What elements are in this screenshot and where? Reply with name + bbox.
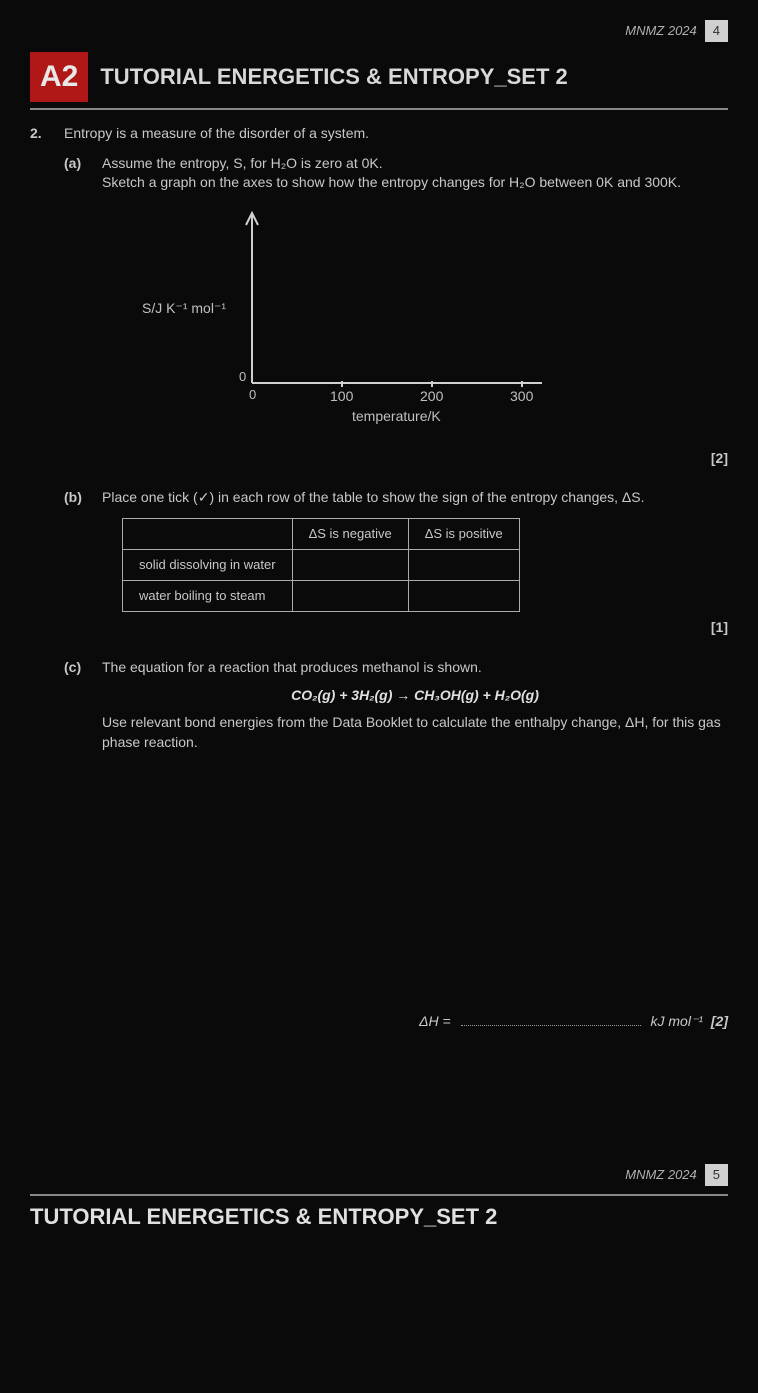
graph-xtick-300: 300 [510, 388, 534, 404]
year-label: MNMZ 2024 [625, 22, 697, 40]
part-c-label: (c) [64, 658, 88, 1032]
row-boiling-label: water boiling to steam [123, 581, 293, 612]
main-title: TUTORIAL ENERGETICS & ENTROPY_SET 2 [100, 62, 567, 93]
entropy-sign-table: ΔS is negative ΔS is positive solid diss… [122, 518, 520, 613]
part-a-marks: [2] [102, 449, 728, 469]
graph-xtick-200: 200 [420, 388, 444, 404]
graph-ylabel: S/J K⁻¹ mol⁻¹ [142, 300, 226, 316]
part-b-text: Place one tick (✓) in each row of the ta… [102, 488, 728, 508]
answer-prefix: ΔH = [419, 1013, 451, 1029]
table-row: water boiling to steam [123, 581, 520, 612]
row-boiling-pos [408, 581, 519, 612]
table-header-row: ΔS is negative ΔS is positive [123, 518, 520, 549]
graph-xlabel: temperature/K [352, 408, 441, 424]
row-dissolving-neg [292, 549, 408, 580]
part-b: (b) Place one tick (✓) in each row of th… [64, 488, 728, 648]
row-dissolving-label: solid dissolving in water [123, 549, 293, 580]
table-header-pos: ΔS is positive [408, 518, 519, 549]
table-header-neg: ΔS is negative [292, 518, 408, 549]
answer-blank [461, 1025, 641, 1026]
footer-page-number: 5 [705, 1164, 728, 1186]
footer-year-label: MNMZ 2024 [625, 1166, 697, 1184]
part-c-text2: Use relevant bond energies from the Data… [102, 713, 728, 752]
part-a: (a) Assume the entropy, S, for H₂O is ze… [64, 154, 728, 478]
row-boiling-neg [292, 581, 408, 612]
page-number: 4 [705, 20, 728, 42]
question-2: 2. Entropy is a measure of the disorder … [30, 124, 728, 1032]
next-page-title: TUTORIAL ENERGETICS & ENTROPY_SET 2 [30, 1194, 728, 1233]
part-a-label: (a) [64, 154, 88, 478]
answer-unit: kJ mol⁻¹ [650, 1013, 703, 1029]
question-number: 2. [30, 124, 48, 1032]
question-intro: Entropy is a measure of the disorder of … [64, 124, 728, 144]
level-badge: A2 [30, 52, 88, 102]
page-header: MNMZ 2024 4 [30, 20, 728, 42]
part-c: (c) The equation for a reaction that pro… [64, 658, 728, 1032]
part-c-marks: [2] [711, 1013, 728, 1029]
part-c-text: The equation for a reaction that produce… [102, 658, 728, 678]
graph-origin-y: 0 [239, 369, 246, 384]
table-row: solid dissolving in water [123, 549, 520, 580]
entropy-graph: S/J K⁻¹ mol⁻¹ 0 0 100 200 300 temperatur… [142, 203, 728, 439]
next-page-header: MNMZ 2024 5 [30, 1164, 728, 1186]
title-row: A2 TUTORIAL ENERGETICS & ENTROPY_SET 2 [30, 52, 728, 110]
part-a-line2: Sketch a graph on the axes to show how t… [102, 173, 728, 193]
row-dissolving-pos [408, 549, 519, 580]
graph-xtick-100: 100 [330, 388, 354, 404]
answer-line: ΔH = kJ mol⁻¹ [2] [102, 1012, 728, 1032]
part-a-line1: Assume the entropy, S, for H₂O is zero a… [102, 154, 728, 174]
graph-origin-x: 0 [249, 387, 256, 402]
part-b-marks: [1] [102, 618, 728, 638]
part-b-label: (b) [64, 488, 88, 648]
table-header-blank [123, 518, 293, 549]
graph-svg: S/J K⁻¹ mol⁻¹ 0 0 100 200 300 temperatur… [142, 203, 562, 433]
reaction-equation: CO₂(g) + 3H₂(g) → CH₃OH(g) + H₂O(g) [102, 686, 728, 706]
